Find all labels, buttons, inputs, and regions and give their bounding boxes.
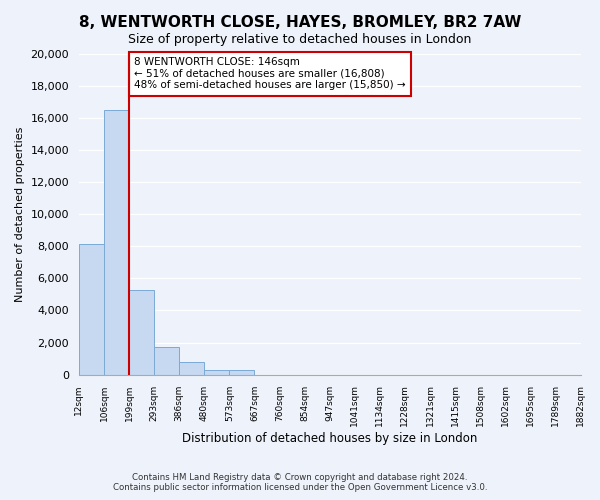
Bar xyxy=(154,346,179,374)
Text: 8 WENTWORTH CLOSE: 146sqm
← 51% of detached houses are smaller (16,808)
48% of s: 8 WENTWORTH CLOSE: 146sqm ← 51% of detac… xyxy=(134,57,406,90)
Bar xyxy=(205,370,229,374)
Bar xyxy=(229,370,254,374)
Bar xyxy=(79,244,104,374)
Text: Size of property relative to detached houses in London: Size of property relative to detached ho… xyxy=(128,32,472,46)
X-axis label: Distribution of detached houses by size in London: Distribution of detached houses by size … xyxy=(182,432,478,445)
Text: Contains HM Land Registry data © Crown copyright and database right 2024.
Contai: Contains HM Land Registry data © Crown c… xyxy=(113,473,487,492)
Text: 8, WENTWORTH CLOSE, HAYES, BROMLEY, BR2 7AW: 8, WENTWORTH CLOSE, HAYES, BROMLEY, BR2 … xyxy=(79,15,521,30)
Y-axis label: Number of detached properties: Number of detached properties xyxy=(15,126,25,302)
Bar xyxy=(104,110,129,374)
Bar xyxy=(129,290,154,374)
Bar xyxy=(179,362,205,374)
